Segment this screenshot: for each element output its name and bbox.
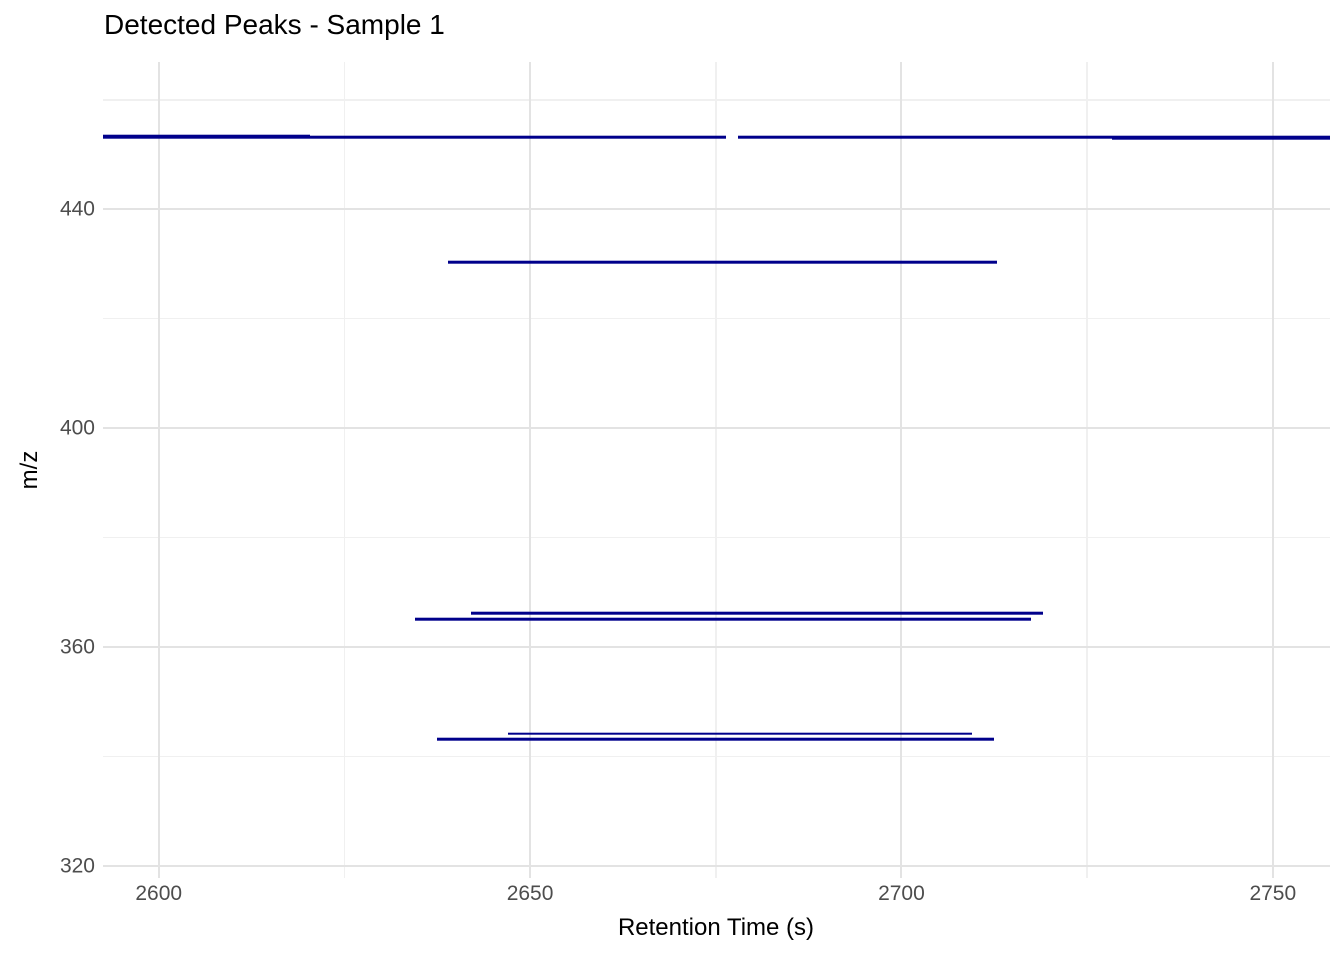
peak-segment xyxy=(437,737,995,741)
plot-panel xyxy=(103,62,1330,878)
peak-segment xyxy=(507,732,972,735)
gridline-x-major xyxy=(900,62,903,878)
gridline-y-major xyxy=(103,646,1330,649)
x-tick-label: 2700 xyxy=(878,882,925,905)
y-tick-label: 360 xyxy=(59,635,95,659)
x-tick-label: 2650 xyxy=(506,882,554,905)
chart-title: Detected Peaks - Sample 1 xyxy=(104,9,445,40)
peak-segment xyxy=(1111,137,1330,140)
y-tick-label: 440 xyxy=(59,197,95,221)
y-tick-label: 400 xyxy=(59,416,95,440)
gridline-y-major xyxy=(103,427,1330,430)
gridline-y-minor xyxy=(103,317,1330,320)
x-tick-label: 2600 xyxy=(135,882,183,905)
gridline-y-minor xyxy=(103,99,1330,101)
y-tick-label: 320 xyxy=(59,854,95,878)
gridline-y-major xyxy=(103,864,1330,867)
gridline-x-major xyxy=(529,62,532,878)
y-axis-title: m/z xyxy=(16,450,43,490)
gridline-y-minor xyxy=(103,755,1330,758)
peak-segment xyxy=(470,611,1043,615)
gridline-x-minor xyxy=(715,62,717,878)
x-tick-label: 2750 xyxy=(1249,882,1297,905)
gridline-x-minor xyxy=(343,62,346,878)
gridline-x-major xyxy=(157,62,160,878)
gridline-x-major xyxy=(1271,62,1274,878)
peak-segment xyxy=(414,617,1032,621)
peak-segment xyxy=(103,135,727,139)
gridline-x-minor xyxy=(1086,62,1088,878)
gridline-y-minor xyxy=(103,536,1330,539)
peak-segment xyxy=(448,261,998,264)
peak-segment xyxy=(738,135,1330,139)
x-axis-title: Retention Time (s) xyxy=(617,914,815,941)
gridline-y-major xyxy=(103,208,1330,211)
